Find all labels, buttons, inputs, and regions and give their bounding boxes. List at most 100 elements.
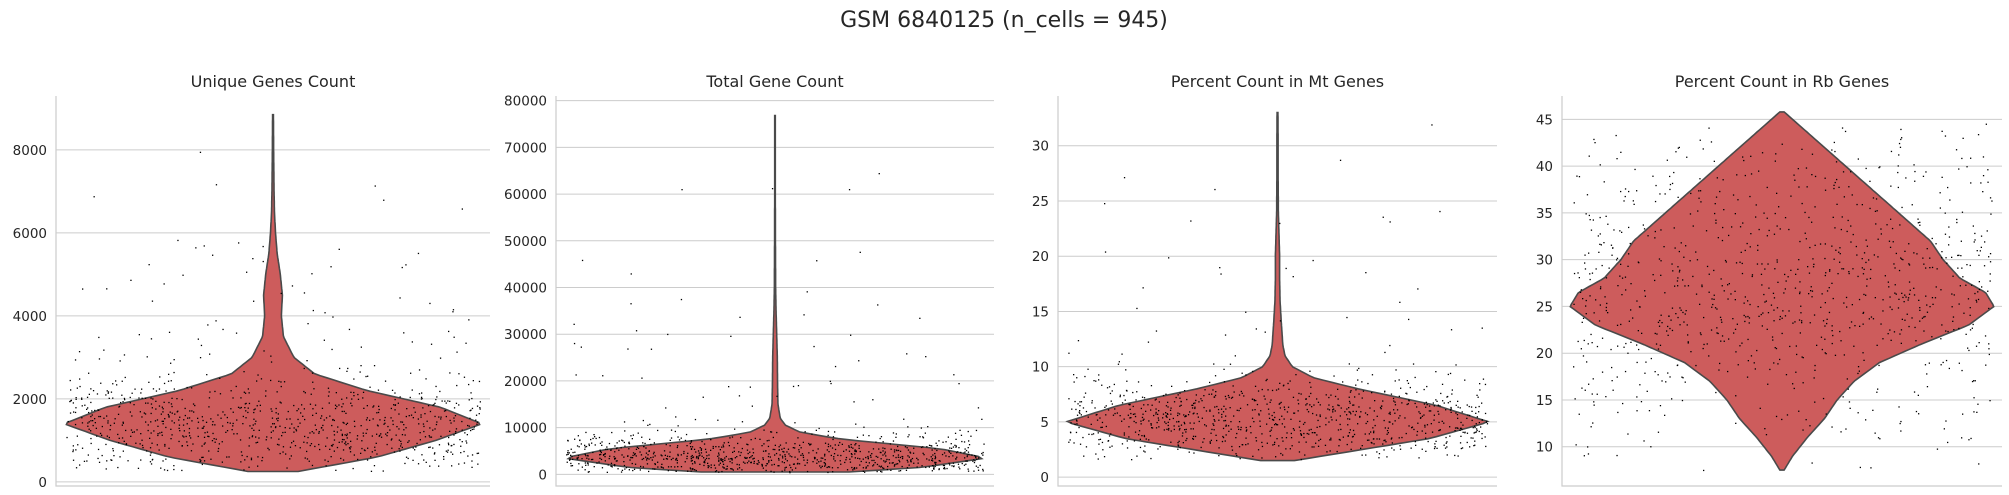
- data-point: [739, 316, 741, 318]
- data-point: [1451, 389, 1453, 391]
- data-point: [594, 444, 596, 446]
- data-point: [1607, 223, 1609, 225]
- data-point: [199, 151, 202, 153]
- data-point: [429, 302, 431, 305]
- data-point: [826, 466, 828, 469]
- data-point: [206, 431, 209, 433]
- data-point: [1380, 405, 1383, 407]
- data-point: [1236, 454, 1238, 457]
- data-point: [1179, 397, 1181, 399]
- data-point: [1158, 410, 1160, 412]
- data-point: [1591, 342, 1593, 344]
- data-point: [1192, 438, 1195, 440]
- data-point: [844, 461, 846, 464]
- data-point: [1384, 391, 1386, 393]
- data-point: [1878, 167, 1880, 169]
- data-point: [1652, 274, 1654, 276]
- data-point: [86, 408, 88, 410]
- data-point: [140, 433, 142, 435]
- data-point: [886, 468, 888, 471]
- data-point: [1657, 374, 1659, 376]
- data-point: [1865, 167, 1867, 170]
- data-point: [845, 449, 847, 451]
- data-point: [599, 442, 602, 444]
- data-point: [1925, 171, 1927, 173]
- data-point: [1107, 440, 1110, 442]
- data-point: [270, 408, 272, 410]
- data-point: [854, 444, 856, 446]
- data-point: [416, 442, 418, 445]
- data-point: [828, 466, 831, 468]
- data-point: [294, 445, 297, 447]
- data-point: [197, 421, 200, 423]
- data-point: [439, 357, 442, 359]
- data-point: [921, 465, 923, 467]
- data-point: [1196, 413, 1198, 415]
- data-point: [168, 401, 170, 404]
- data-point: [738, 395, 741, 397]
- data-point: [1715, 196, 1718, 198]
- data-point: [453, 336, 455, 338]
- data-point: [155, 390, 158, 392]
- data-point: [1459, 407, 1461, 409]
- data-point: [1361, 381, 1363, 383]
- data-point: [1919, 221, 1921, 223]
- data-point: [170, 438, 172, 440]
- data-point: [1342, 381, 1344, 383]
- data-point: [666, 458, 669, 460]
- data-point: [181, 445, 183, 447]
- data-point: [456, 384, 458, 387]
- data-point: [741, 469, 743, 471]
- data-point: [1344, 411, 1346, 413]
- data-point: [321, 427, 323, 429]
- data-point: [863, 426, 865, 428]
- panel-title: Percent Count in Mt Genes: [1171, 72, 1384, 91]
- data-point: [585, 431, 587, 434]
- data-point: [690, 468, 692, 470]
- data-point: [594, 436, 596, 438]
- data-point: [1727, 284, 1729, 286]
- data-point: [1145, 410, 1147, 412]
- data-point: [1210, 439, 1212, 441]
- data-point: [1413, 428, 1415, 431]
- data-point: [778, 449, 780, 451]
- data-point: [1736, 323, 1738, 325]
- data-point: [449, 400, 451, 402]
- data-point: [1276, 438, 1278, 440]
- data-point: [1347, 424, 1349, 426]
- data-point: [150, 463, 153, 465]
- data-point: [1842, 171, 1845, 173]
- data-point: [1750, 355, 1753, 357]
- data-point: [610, 449, 612, 451]
- data-point: [974, 455, 976, 457]
- data-point: [1383, 449, 1385, 451]
- data-point: [1279, 222, 1281, 225]
- data-point: [150, 412, 152, 415]
- data-point: [1671, 398, 1673, 400]
- data-point: [1337, 429, 1340, 431]
- data-point: [199, 357, 202, 359]
- data-point: [730, 468, 732, 470]
- data-point: [77, 444, 79, 446]
- data-point: [81, 397, 83, 399]
- data-point: [1802, 382, 1804, 384]
- data-point: [236, 419, 238, 421]
- data-point: [1143, 404, 1145, 406]
- data-point: [66, 436, 68, 439]
- data-point: [630, 456, 632, 459]
- data-point: [1135, 422, 1137, 424]
- data-point: [1919, 309, 1921, 311]
- data-point: [931, 470, 933, 472]
- data-point: [253, 300, 255, 302]
- data-point: [959, 429, 961, 431]
- data-point: [1285, 267, 1287, 270]
- data-point: [877, 456, 879, 458]
- data-point: [1123, 418, 1125, 420]
- data-point: [934, 455, 936, 457]
- data-point: [1735, 422, 1737, 424]
- data-point: [719, 449, 721, 451]
- data-point: [1224, 440, 1226, 442]
- data-point: [1947, 330, 1949, 333]
- data-point: [1611, 380, 1613, 382]
- data-point: [982, 451, 984, 454]
